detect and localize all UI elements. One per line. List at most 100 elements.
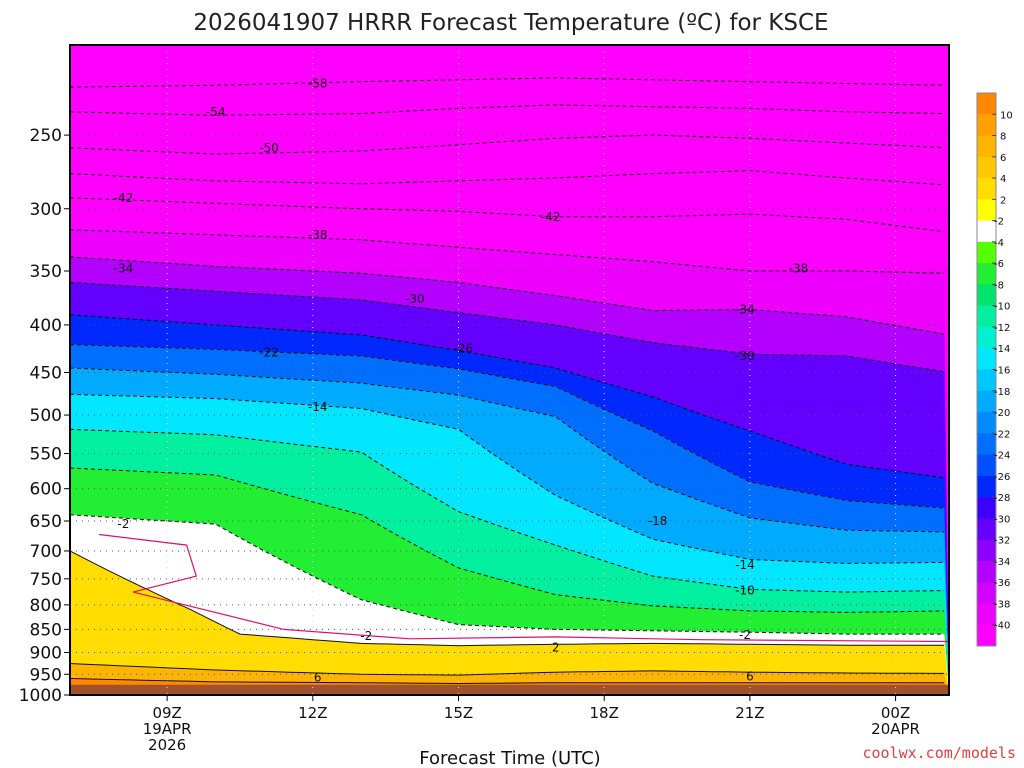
xtick-label: 12Z — [298, 704, 327, 722]
colorbar-swatch — [977, 348, 996, 370]
ytick-label: 1000 — [19, 686, 62, 706]
ytick-label: 900 — [30, 643, 62, 663]
colorbar-label: -18 — [994, 387, 1010, 398]
contour-label: -2 — [360, 629, 372, 643]
contour-label-layer: -58-54-50-42-42-38-38-34-34-30-30-26-22-… — [114, 76, 809, 685]
colorbar-swatch — [977, 412, 996, 434]
ytick-label: 400 — [30, 316, 62, 336]
contour-label: 2 — [552, 640, 560, 654]
colorbar-swatch — [977, 156, 996, 179]
isotherm-m54 — [70, 104, 945, 116]
colorbar-swatch — [977, 390, 996, 413]
colorbar-label: 2 — [1000, 195, 1006, 206]
isotherm-2 — [70, 550, 945, 647]
colorbar-label: 10 — [1000, 110, 1013, 121]
colorbar-legend: 10 8 6 4 2 -2 -4 -6 -8 -10 -12 -14 -16 -18 -20 -22 -24 -2… — [976, 92, 1013, 647]
colorbar-label: -38 — [994, 599, 1010, 610]
xtick-label: 19APR — [143, 720, 192, 738]
y-axis: 250 300 350 400 450 500 550 600 650 700 750 800 850 9… — [19, 126, 70, 706]
colorbar-swatch — [977, 518, 996, 541]
colorbar-swatch — [977, 178, 996, 200]
colorbar-swatch — [977, 603, 996, 626]
colorbar-swatch — [977, 284, 996, 307]
ytick-label: 950 — [30, 665, 62, 685]
contour-label: -30 — [405, 292, 425, 306]
colorbar-swatch — [977, 475, 996, 498]
isotherm-m58 — [70, 77, 945, 88]
colorbar-label: 8 — [1000, 132, 1006, 143]
colorbar-label: -10 — [994, 302, 1010, 313]
colorbar-label: -34 — [994, 557, 1010, 568]
colorbar-label: -28 — [994, 493, 1010, 504]
contour-label: -30 — [735, 349, 755, 363]
isotherm-10 — [70, 678, 945, 685]
isotherm-m42 — [70, 197, 945, 233]
ytick-label: 300 — [30, 200, 62, 220]
colorbar-label: -6 — [994, 259, 1004, 270]
xtick-label: 20APR — [871, 720, 920, 738]
contour-label: -2 — [739, 628, 751, 642]
ytick-label: 750 — [30, 570, 62, 590]
ytick-label: 850 — [30, 620, 62, 640]
contour-label: -50 — [259, 141, 279, 155]
temperature-fill-layer — [70, 45, 949, 695]
colorbar-swatch — [977, 582, 996, 604]
colorbar-label: -20 — [994, 408, 1010, 419]
contour-label: -22 — [259, 345, 279, 359]
colorbar-label: -40 — [994, 621, 1010, 632]
contour-label: -38 — [308, 228, 328, 242]
contour-label: -34 — [735, 303, 755, 317]
colorbar-swatch — [977, 220, 996, 243]
contour-label: -54 — [206, 105, 226, 119]
colorbar-swatch — [977, 326, 996, 349]
colorbar-label: -16 — [994, 366, 1010, 377]
isotherm-m34 — [70, 256, 945, 335]
colorbar-swatch — [977, 539, 996, 562]
ytick-label: 350 — [30, 262, 62, 282]
xtick-label: 18Z — [590, 704, 619, 722]
colorbar-label: -8 — [994, 280, 1004, 291]
colorbar-swatch — [977, 263, 996, 285]
contour-label: -38 — [789, 262, 809, 276]
isotherm-contour-layer — [70, 77, 949, 685]
xtick-label: 09Z — [152, 704, 181, 722]
x-axis-label: Forecast Time (UTC) — [419, 748, 600, 768]
colorbar-swatch — [977, 305, 996, 328]
credit-text: coolwx.com/models — [862, 744, 1016, 762]
colorbar-swatch — [977, 369, 996, 392]
colorbar-swatch — [977, 433, 996, 456]
xtick-label: 21Z — [735, 704, 764, 722]
colorbar-label: -32 — [994, 536, 1010, 547]
contour-label: -42 — [114, 191, 134, 205]
contour-label: 6 — [314, 671, 322, 685]
colorbar-swatch — [977, 114, 996, 137]
isotherm-m26 — [70, 314, 945, 479]
colorbar-label: 4 — [1000, 174, 1006, 185]
isotherm-m2 — [70, 514, 945, 635]
contour-label: -58 — [308, 76, 328, 90]
ytick-label: 250 — [30, 126, 62, 146]
colorbar-swatch — [977, 560, 996, 583]
contour-label: -10 — [735, 583, 755, 597]
contour-label: -14 — [735, 558, 755, 572]
chart-title: 2026041907 HRRR Forecast Temperature (ºC… — [193, 10, 828, 36]
ytick-label: 550 — [30, 445, 62, 465]
colorbar-label: -14 — [994, 344, 1010, 355]
contour-label: -18 — [648, 514, 668, 528]
xtick-label: 2026 — [148, 736, 186, 754]
plot-frame — [69, 44, 950, 696]
colorbar-label: -30 — [994, 514, 1010, 525]
isotherm-m10 — [70, 428, 945, 593]
contour-label: -42 — [541, 210, 561, 224]
isotherm-m50 — [70, 134, 945, 155]
isotherm-m14 — [70, 393, 945, 564]
xtick-label: 00Z — [881, 704, 910, 722]
ytick-label: 650 — [30, 512, 62, 532]
ytick-label: 450 — [30, 364, 62, 384]
colorbar-label: -36 — [994, 578, 1010, 589]
isotherm-m46 — [70, 170, 945, 186]
colorbar-label: -24 — [994, 451, 1010, 462]
contour-label: -34 — [114, 262, 134, 276]
